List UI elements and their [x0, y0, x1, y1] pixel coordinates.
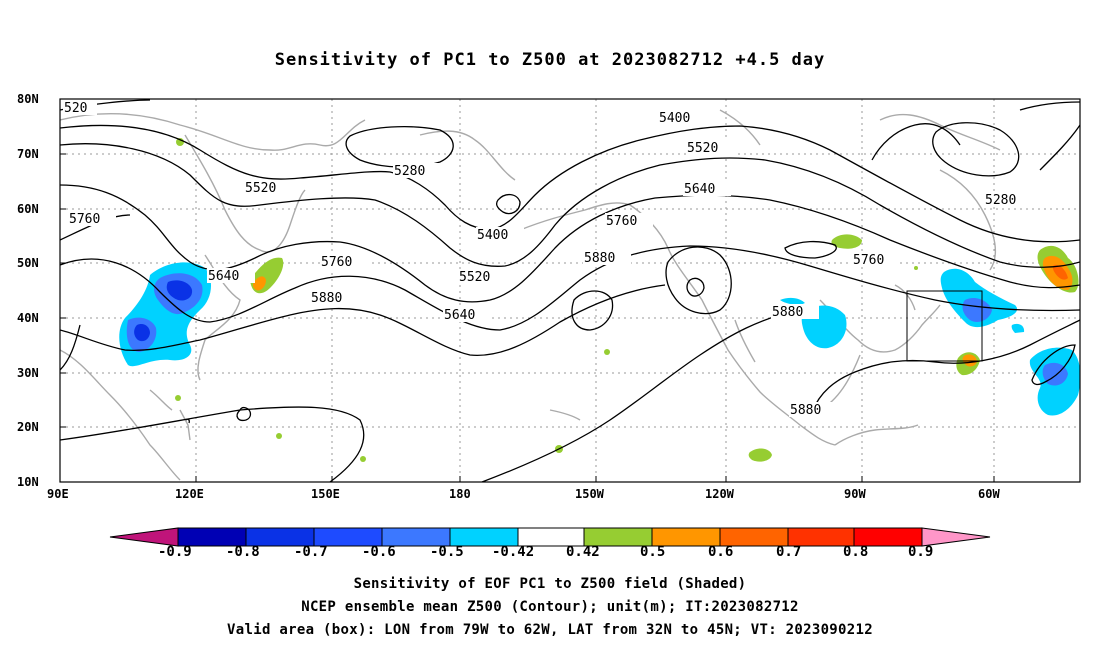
contour-label: 5520 — [687, 141, 718, 156]
colorbar-label: -0.6 — [362, 544, 396, 560]
lat-label: 70N — [17, 147, 39, 161]
contour-label: 5760 — [606, 214, 637, 229]
lon-label: 150E — [311, 487, 340, 501]
lon-label: 90E — [47, 487, 69, 501]
lat-label: 30N — [17, 366, 39, 380]
lon-label: 150W — [575, 487, 604, 501]
caption-shaded: Sensitivity of EOF PC1 to Z500 field (Sh… — [353, 576, 747, 592]
contour-label: 5520 — [245, 181, 276, 196]
contour-label: 5640 — [684, 182, 715, 197]
caption-valid-area: Valid area (box): LON from 79W to 62W, L… — [227, 622, 873, 638]
lat-label: 80N — [17, 92, 39, 106]
contour-label: 5400 — [477, 228, 508, 243]
z500-contours — [60, 99, 1080, 482]
contour-label: 5640 — [444, 308, 475, 323]
contour-label: 5880 — [584, 251, 615, 266]
valid-area-box — [906, 290, 983, 362]
colorbar-label: 0.8 — [843, 544, 869, 560]
contour-label: 5640 — [208, 269, 239, 284]
colorbar-label: -0.5 — [430, 544, 464, 560]
colorbar-label: 0.5 — [640, 544, 666, 560]
contour-label: 5400 — [659, 111, 690, 126]
colorbar-label: -0.8 — [226, 544, 260, 560]
contour-label: 5280 — [394, 164, 425, 179]
colorbar-high-arrow — [921, 527, 991, 547]
contour-label: 5520 — [459, 270, 490, 285]
lon-label: 120W — [705, 487, 734, 501]
lon-label: 90W — [844, 487, 866, 501]
contour-label: 5760 — [321, 255, 352, 270]
contour-label: 5880 — [311, 291, 342, 306]
lat-label: 50N — [17, 256, 39, 270]
colorbar-label: -0.7 — [294, 544, 328, 560]
colorbar-label: -0.9 — [158, 544, 192, 560]
contour-label: 5880 — [772, 305, 803, 320]
caption-contour: NCEP ensemble mean Z500 (Contour); unit(… — [301, 599, 799, 615]
lat-label: 60N — [17, 202, 39, 216]
contour-label: 5880 — [790, 403, 821, 418]
contour-label: 5760 — [853, 253, 884, 268]
colorbar-label: 0.7 — [776, 544, 802, 560]
lon-label: 180 — [449, 487, 471, 501]
colorbar-label: 0.9 — [908, 544, 934, 560]
colorbar-label: -0.42 — [492, 544, 535, 560]
lat-label: 40N — [17, 311, 39, 325]
axis-ticks — [60, 153, 995, 482]
colorbar — [109, 527, 991, 547]
map-border — [59, 98, 1081, 483]
lon-label: 60W — [978, 487, 1000, 501]
contour-label: 5280 — [985, 193, 1016, 208]
lon-label: 120E — [175, 487, 204, 501]
figure-title: Sensitivity of PC1 to Z500 at 2023082712… — [274, 50, 826, 70]
contour-label: 5760 — [69, 212, 100, 227]
contour-label: 520 — [64, 101, 87, 116]
shaded-sensitivity — [119, 138, 1080, 462]
colorbar-label: 0.42 — [566, 544, 600, 560]
colorbar-label: 0.6 — [708, 544, 734, 560]
lat-label: 20N — [17, 420, 39, 434]
lat-label: 10N — [17, 475, 39, 489]
